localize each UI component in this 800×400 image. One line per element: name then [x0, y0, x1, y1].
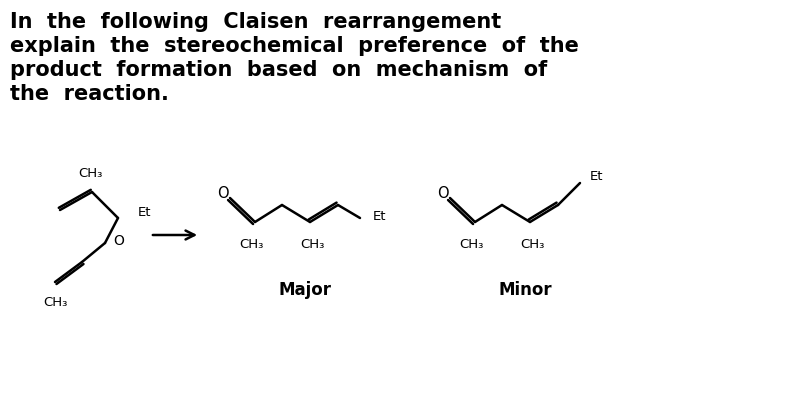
Text: Major: Major [278, 281, 331, 299]
Text: product  formation  based  on  mechanism  of: product formation based on mechanism of [10, 60, 547, 80]
Text: CH₃: CH₃ [78, 168, 102, 180]
Text: the  reaction.: the reaction. [10, 84, 169, 104]
Text: CH₃: CH₃ [459, 238, 483, 250]
Text: CH₃: CH₃ [520, 238, 544, 250]
Text: O: O [437, 186, 449, 202]
Text: O: O [113, 234, 124, 248]
Text: In  the  following  Claisen  rearrangement: In the following Claisen rearrangement [10, 12, 502, 32]
Text: CH₃: CH₃ [239, 238, 263, 250]
Text: Minor: Minor [498, 281, 552, 299]
Text: Et: Et [590, 170, 603, 184]
Text: CH₃: CH₃ [43, 296, 67, 308]
Text: O: O [217, 186, 229, 202]
Text: Et: Et [373, 210, 386, 222]
Text: Et: Et [138, 206, 151, 218]
Text: CH₃: CH₃ [300, 238, 324, 250]
Text: explain  the  stereochemical  preference  of  the: explain the stereochemical preference of… [10, 36, 579, 56]
